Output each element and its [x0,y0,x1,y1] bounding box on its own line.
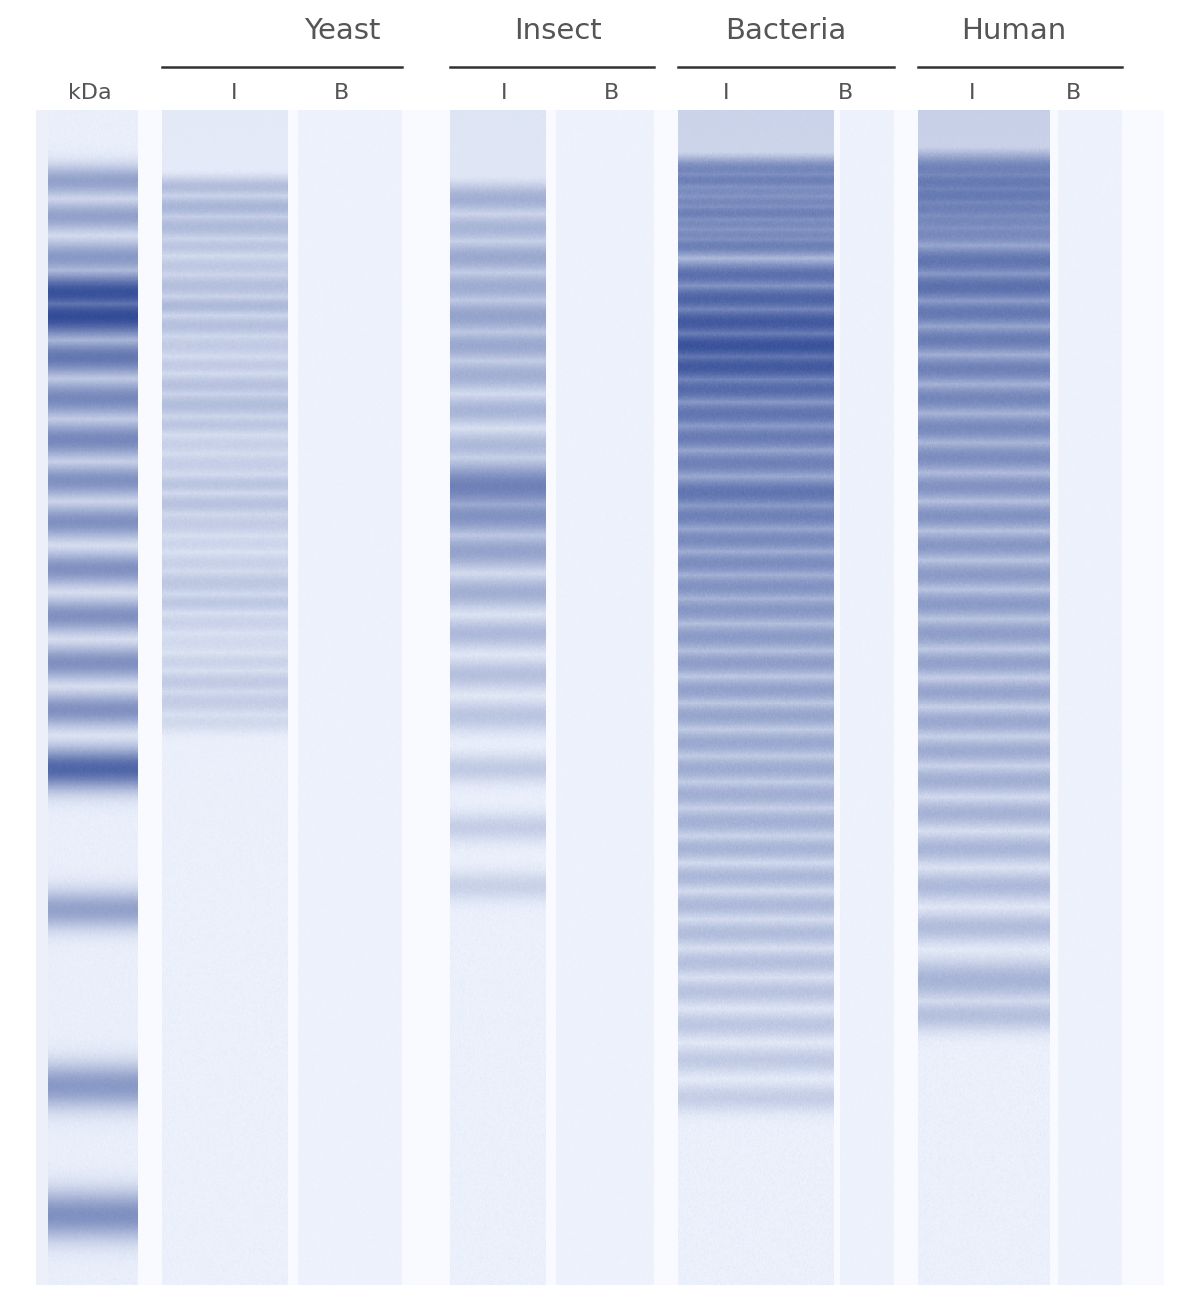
Text: I: I [968,83,976,103]
Bar [1050,110,1058,1285]
Bar [546,110,556,1285]
Bar [894,110,918,1285]
Text: I: I [230,83,238,103]
Text: I: I [722,83,730,103]
Text: I: I [500,83,508,103]
Bar [1122,110,1164,1285]
Bar [654,110,678,1285]
Text: Human: Human [961,17,1067,45]
Text: Insect: Insect [514,17,602,45]
Text: Yeast: Yeast [304,17,380,45]
Bar [834,110,840,1285]
Bar [402,110,450,1285]
Text: B: B [335,83,349,103]
Text: kDa: kDa [68,83,112,103]
Bar [288,110,298,1285]
Text: B: B [605,83,619,103]
Text: B: B [839,83,853,103]
Bar [138,110,162,1285]
Text: B: B [1067,83,1081,103]
Text: Bacteria: Bacteria [725,17,847,45]
